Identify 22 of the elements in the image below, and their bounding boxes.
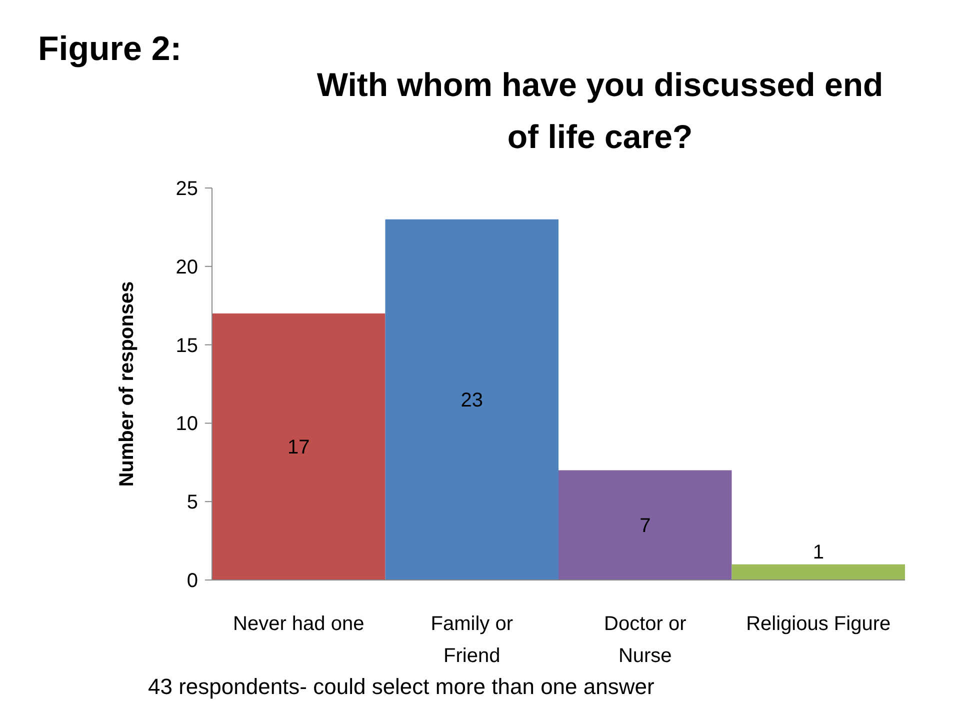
chart-title: With whom have you discussed end of life care? — [316, 66, 884, 155]
bar — [558, 470, 732, 580]
bar — [732, 564, 905, 580]
text: 43 respondents- could select more than one answer — [148, 674, 654, 699]
y-tick-label: 20 — [176, 256, 198, 278]
caption: Figure 2: — [38, 30, 182, 68]
y-axis-title: Number of responses — [116, 281, 138, 487]
y-tick-label: 5 — [186, 492, 198, 514]
x-tick-label: Family or Friend — [430, 613, 514, 667]
y-tick-label: 0 — [186, 570, 198, 592]
data-label: 7 — [640, 515, 651, 538]
x-tick-label: Doctor or Nurse — [604, 613, 687, 667]
y-tick-label: 10 — [176, 413, 198, 436]
y-tick-label: 25 — [176, 178, 198, 200]
y-tick-label: 15 — [176, 334, 198, 357]
data-label: 17 — [288, 436, 310, 459]
bar — [212, 313, 386, 580]
x-tick-label: Religious Figure — [746, 613, 891, 635]
data-label: 1 — [812, 541, 824, 564]
data-label: 23 — [460, 390, 483, 412]
bar — [385, 219, 558, 580]
x-tick-label: Never had one — [233, 613, 364, 635]
